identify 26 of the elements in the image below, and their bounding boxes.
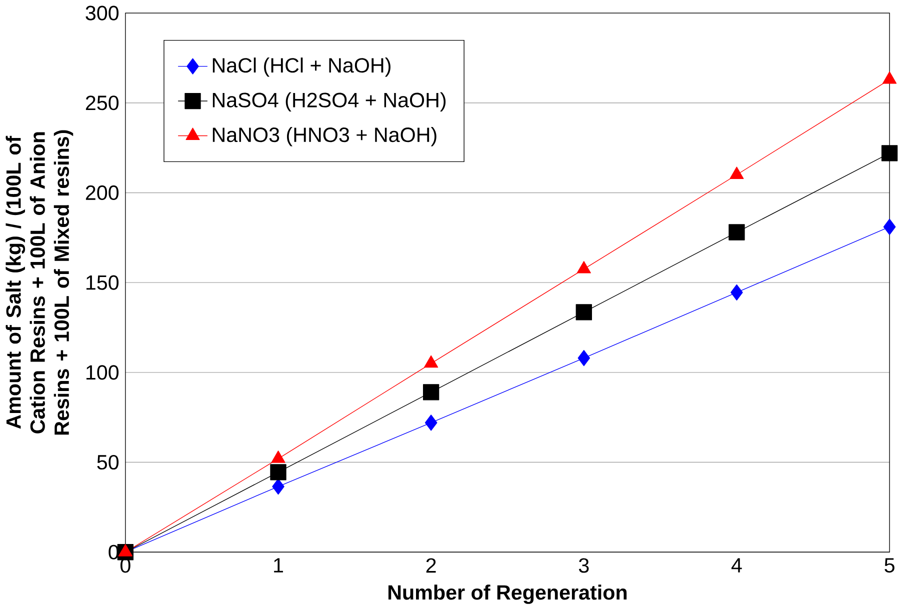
point	[424, 414, 438, 431]
point	[578, 350, 590, 366]
x-tick-label: 5	[884, 558, 894, 573]
x-tick-label: 4	[731, 558, 742, 573]
x-tick-label: 3	[578, 558, 589, 573]
point	[576, 304, 592, 320]
x-axis-title: Number of Regeneration	[388, 584, 627, 604]
point	[422, 384, 440, 400]
x-tick-label: 1	[274, 558, 283, 573]
point	[881, 145, 898, 162]
point	[270, 464, 286, 480]
point	[728, 224, 745, 241]
legend-label: NaSO4 (H2SO4 + NaOH)	[212, 92, 446, 112]
y-tick-label: 100	[86, 365, 119, 380]
point	[883, 218, 896, 236]
y-tick-label: 200	[86, 186, 119, 200]
y-axis-title: Amount of Salt (kg) / (100L of Cation Resins + 100L of Anion Resins + 100L of Mixed resins)	[6, 130, 74, 435]
point	[272, 478, 284, 495]
y-tick-label: 150	[86, 275, 119, 290]
legend-label: NaCl (HCl + NaOH)	[212, 58, 390, 77]
point	[730, 284, 743, 301]
x-tick-label: 2	[426, 558, 436, 573]
y-tick-label: 300	[86, 6, 119, 20]
y-tick-label: 50	[97, 455, 119, 470]
y-tick-label: 250	[86, 96, 119, 110]
legend-label: NaNO3 (HNO3 + NaOH)	[212, 127, 436, 146]
